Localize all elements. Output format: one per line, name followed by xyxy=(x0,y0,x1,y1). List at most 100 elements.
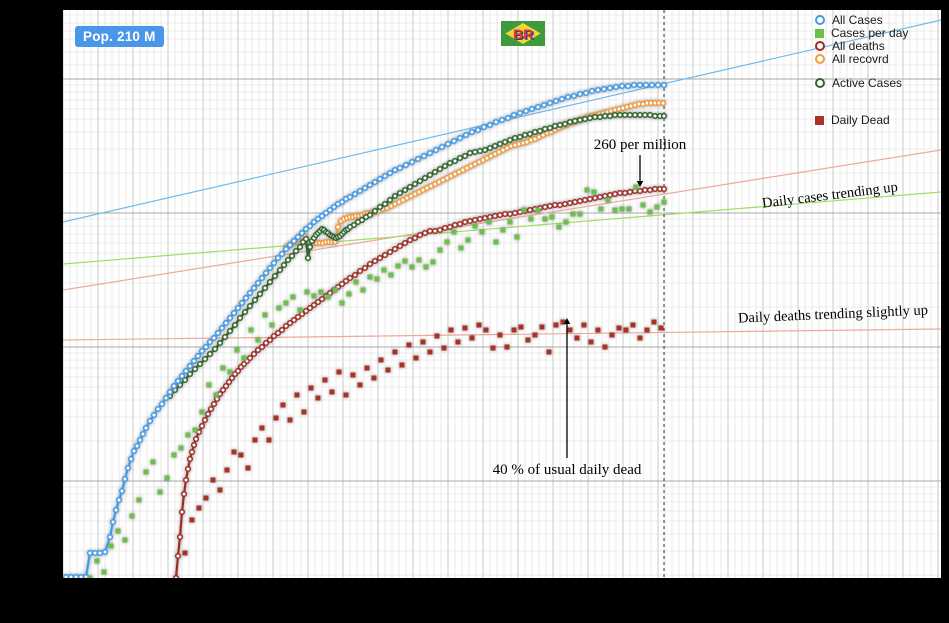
all-deaths-marker xyxy=(178,508,186,516)
cases-per-day-marker xyxy=(654,204,660,210)
all-cases-marker xyxy=(408,158,416,166)
active-cases-marker xyxy=(660,112,668,120)
all-deaths-marker xyxy=(302,307,310,315)
daily-dead-marker xyxy=(252,437,258,443)
cases-per-day-marker xyxy=(150,459,156,465)
all-deaths-marker xyxy=(210,400,218,408)
all-cases-marker xyxy=(166,388,174,396)
daily-dead-marker xyxy=(497,332,503,338)
cases-per-day-marker xyxy=(507,219,513,225)
cases-per-day-marker xyxy=(367,274,373,280)
daily-dead-marker xyxy=(427,349,433,355)
all-cases-marker xyxy=(450,137,458,145)
all-cases-marker xyxy=(186,362,194,370)
all-recovered-marker xyxy=(334,223,342,231)
all-cases-marker xyxy=(492,118,500,126)
all-deaths-marker xyxy=(541,203,549,211)
all-deaths-marker xyxy=(386,248,394,256)
cases-per-day-marker xyxy=(220,365,226,371)
all-deaths-marker xyxy=(204,410,212,418)
daily-dead-marker xyxy=(224,467,230,473)
all-deaths-marker xyxy=(180,490,188,498)
daily-dead-marker xyxy=(546,349,552,355)
daily-dead-marker xyxy=(448,327,454,333)
cases-per-day-marker xyxy=(269,322,275,328)
daily-dead-marker xyxy=(560,319,566,325)
all-cases-marker xyxy=(654,81,662,89)
all-cases-marker xyxy=(438,143,446,151)
all-deaths-marker xyxy=(306,304,314,312)
cases-per-day-marker xyxy=(640,202,646,208)
cases-per-day-marker xyxy=(584,187,590,193)
all-deaths-marker xyxy=(310,301,318,309)
daily-dead-marker xyxy=(462,325,468,331)
daily-dead-marker xyxy=(371,375,377,381)
active-cases-marker xyxy=(251,296,259,304)
active-cases-marker xyxy=(571,117,579,125)
all-deaths-marker xyxy=(660,185,668,193)
all-deaths-marker xyxy=(616,189,624,197)
annotation-arrow-head xyxy=(563,318,571,324)
all-deaths-marker xyxy=(190,441,198,449)
daily-dead-marker xyxy=(595,327,601,333)
all-cases-marker xyxy=(432,146,440,154)
cases-per-day-marker xyxy=(241,355,247,361)
series-active-cases xyxy=(166,111,668,400)
active-cases-marker xyxy=(461,152,469,160)
series-all-deaths xyxy=(172,185,668,578)
all-cases-marker xyxy=(310,218,318,226)
cases-per-day-marker xyxy=(458,245,464,251)
all-cases-marker xyxy=(468,128,476,136)
daily-dead-marker xyxy=(588,339,594,345)
all-cases-marker xyxy=(86,549,94,557)
active-cases-marker xyxy=(216,339,224,347)
all-deaths-marker xyxy=(571,198,579,206)
daily-dead-marker xyxy=(294,392,300,398)
daily-dead-marker xyxy=(609,332,615,338)
active-cases-marker xyxy=(606,112,614,120)
all-cases-marker xyxy=(106,533,114,541)
all-cases-marker xyxy=(660,81,668,89)
all-cases-marker xyxy=(546,99,554,107)
daily-dead-marker xyxy=(343,392,349,398)
active-cases-marker xyxy=(441,162,449,170)
cases-per-day-marker xyxy=(514,234,520,240)
cases-per-day-marker xyxy=(479,229,485,235)
daily-dead-marker xyxy=(644,327,650,333)
cases-per-day-marker xyxy=(633,184,639,190)
active-cases-marker xyxy=(506,136,514,144)
all-cases-marker xyxy=(570,92,578,100)
all-deaths-marker xyxy=(184,465,192,473)
daily-dead-marker xyxy=(217,487,223,493)
active-cases-marker xyxy=(196,360,204,368)
all-deaths-marker xyxy=(381,251,389,259)
all-deaths-marker xyxy=(476,215,484,223)
all-deaths-marker xyxy=(314,298,322,306)
daily-dead-marker xyxy=(196,505,202,511)
active-cases-marker xyxy=(436,165,444,173)
annotation-40-percent-usual-dead: 40 % of usual daily dead xyxy=(492,462,642,478)
all-cases-marker xyxy=(230,309,238,317)
daily-dead-marker xyxy=(322,377,328,383)
active-cases-marker xyxy=(416,177,424,185)
all-cases-marker xyxy=(318,212,326,220)
active-cases-marker xyxy=(280,261,288,269)
cases-per-day-marker xyxy=(255,337,261,343)
cases-per-day-marker xyxy=(262,312,268,318)
all-deaths-marker xyxy=(258,343,266,351)
active-cases-marker xyxy=(296,243,304,251)
daily-dead-marker xyxy=(434,333,440,339)
cases-per-day-marker xyxy=(353,279,359,285)
all-deaths-marker xyxy=(351,271,359,279)
all-cases-marker xyxy=(612,83,620,91)
active-cases-marker xyxy=(561,120,569,128)
all-deaths-marker xyxy=(566,199,574,207)
all-deaths-marker xyxy=(338,280,346,288)
daily-dead-marker xyxy=(392,349,398,355)
active-cases-marker xyxy=(641,111,649,119)
all-deaths-marker xyxy=(250,350,258,358)
daily-dead-marker xyxy=(469,335,475,341)
daily-dead-marker xyxy=(266,437,272,443)
all-cases-marker xyxy=(158,400,166,408)
active-cases-marker xyxy=(376,203,384,211)
